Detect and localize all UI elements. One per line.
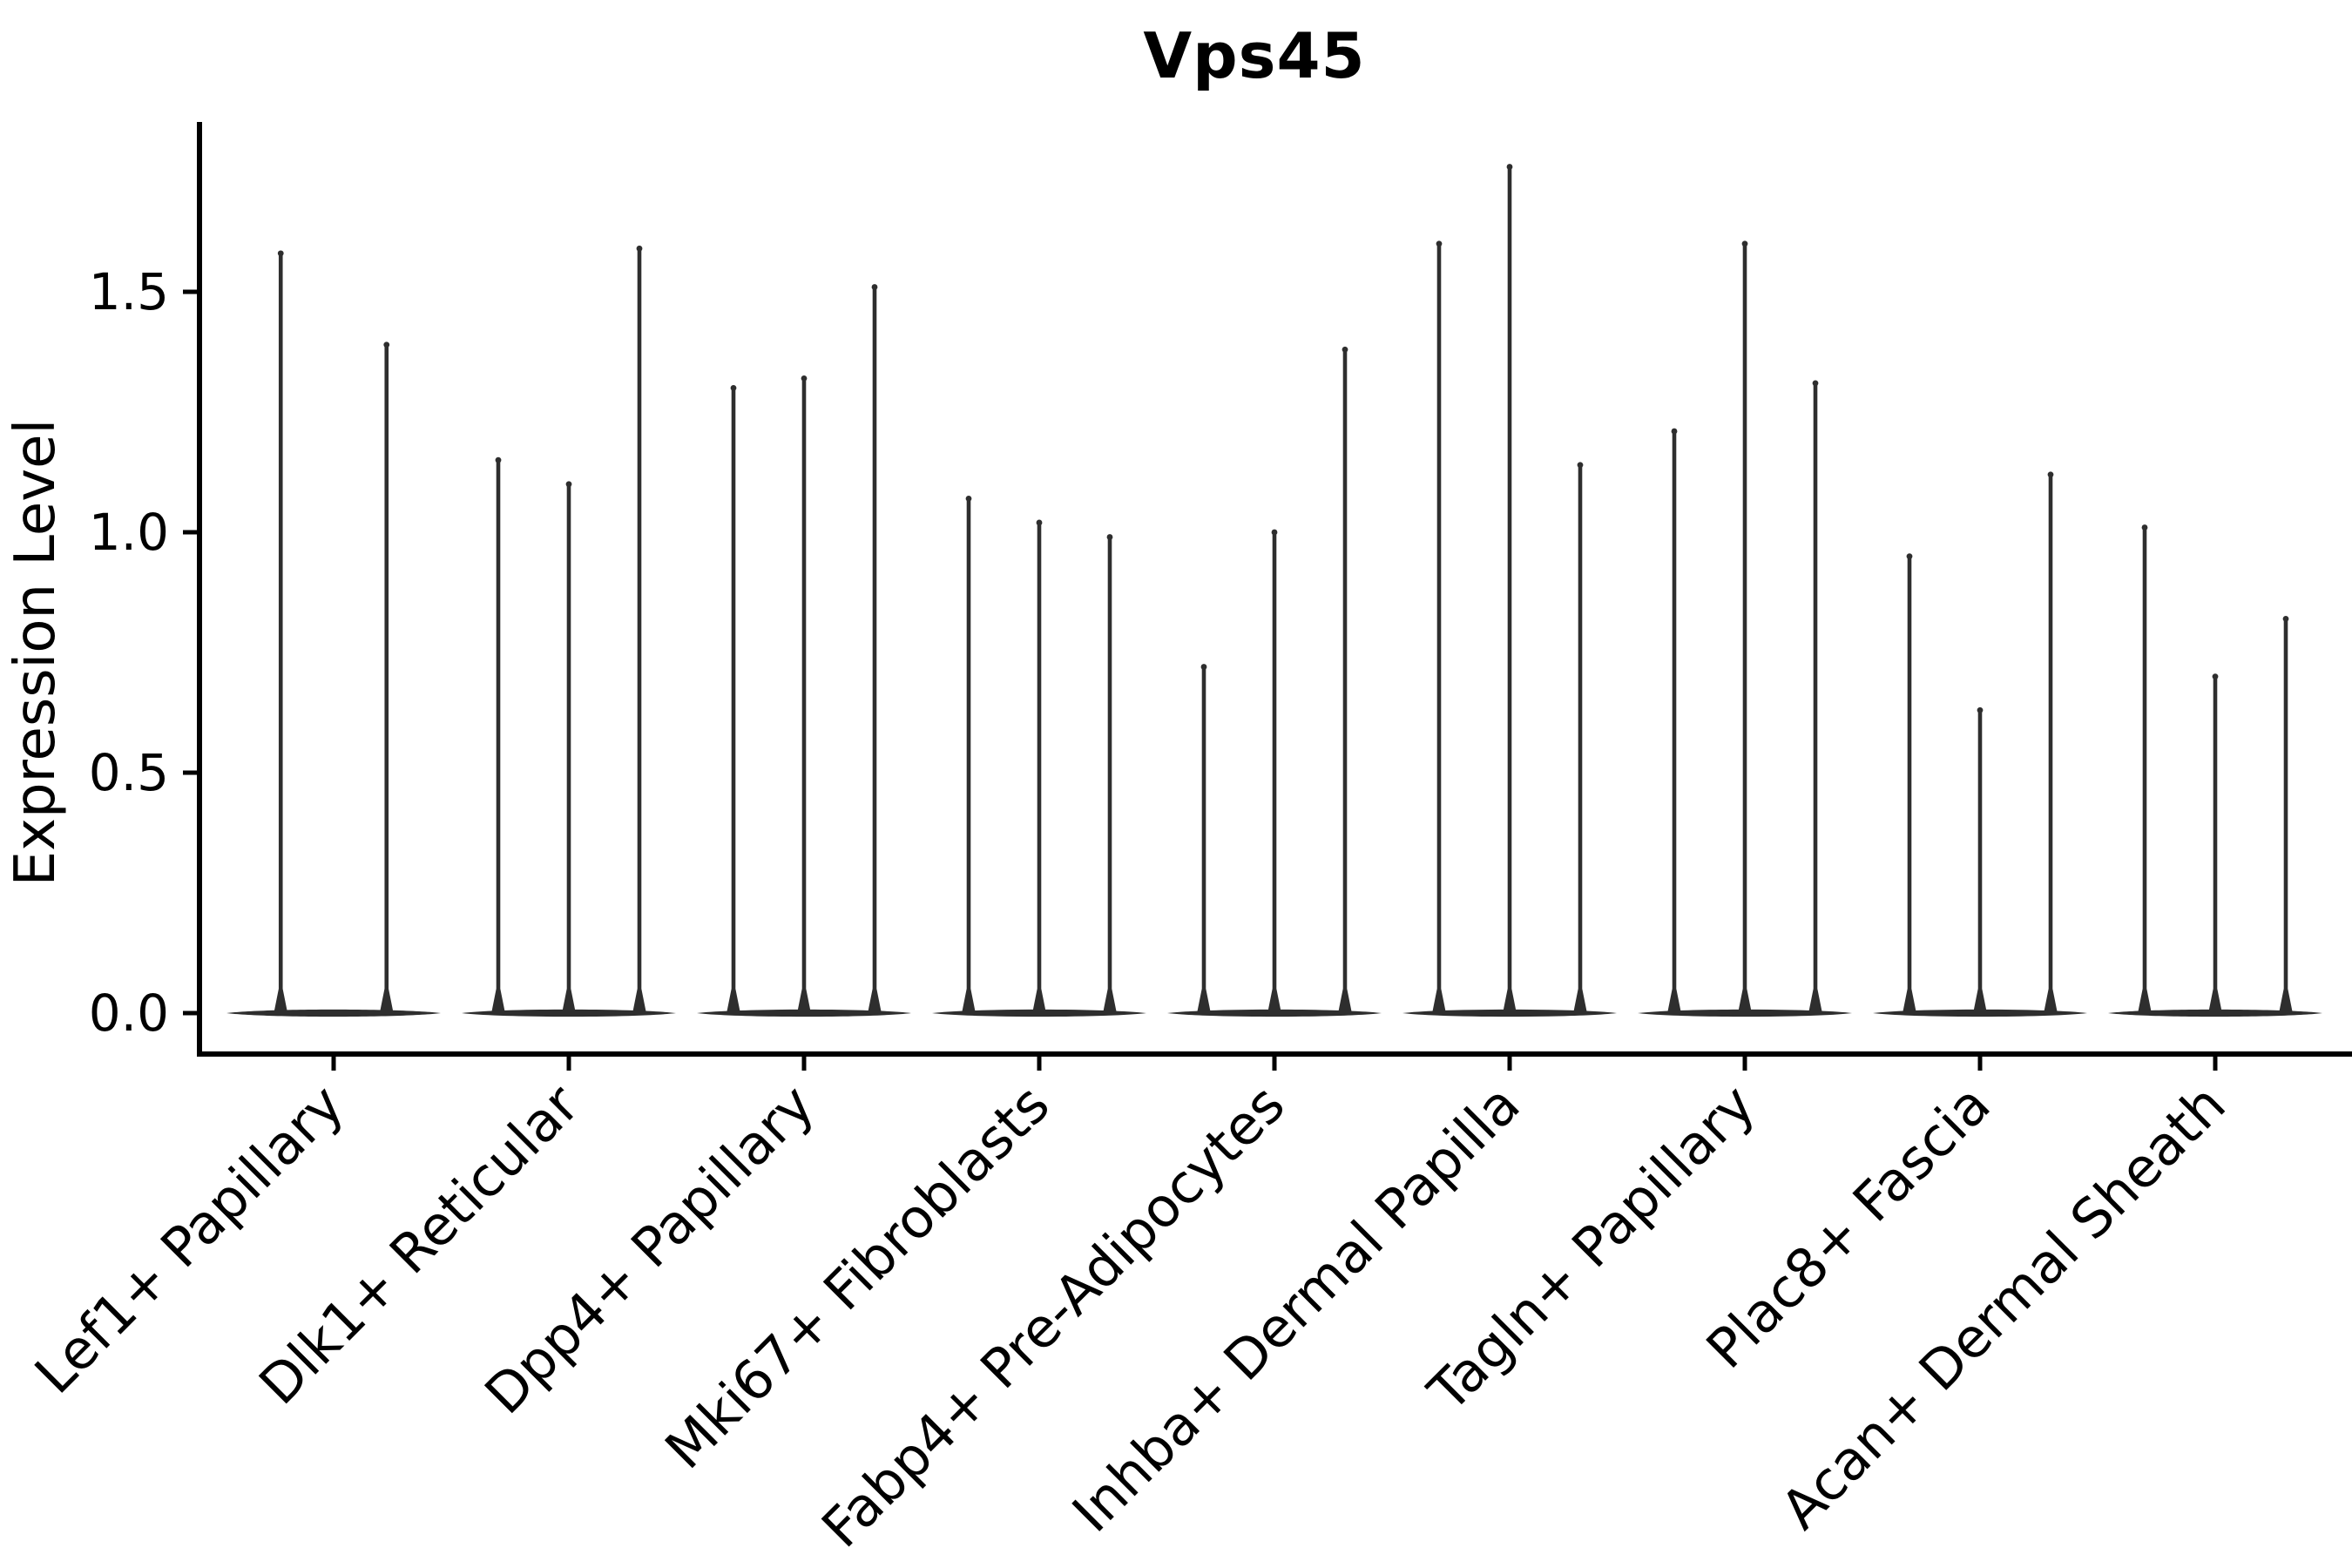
violin-spike bbox=[1432, 243, 1446, 1011]
violin-spike-tip bbox=[1106, 534, 1113, 540]
x-axis-spine bbox=[197, 1051, 2352, 1057]
y-tick-label: 0.0 bbox=[89, 983, 169, 1043]
violin-spike-tip bbox=[965, 495, 972, 502]
x-tick bbox=[2213, 1057, 2218, 1071]
violin-base bbox=[1873, 1009, 2087, 1017]
violin-spike-tip bbox=[1906, 553, 1913, 559]
x-tick bbox=[1037, 1057, 1042, 1071]
violin-spike-tip bbox=[2282, 615, 2289, 622]
y-tick-label: 1.5 bbox=[89, 262, 169, 321]
violin-base bbox=[697, 1009, 911, 1017]
x-tick bbox=[1742, 1057, 1747, 1071]
violin-spike-tip bbox=[1812, 380, 1819, 387]
violin-spike-tip bbox=[2047, 471, 2054, 478]
x-tick bbox=[801, 1057, 807, 1071]
y-axis-label: Expression Level bbox=[3, 419, 68, 887]
violin-spike-tip bbox=[495, 456, 502, 463]
x-tick bbox=[331, 1057, 336, 1071]
violin-spike-tip bbox=[730, 385, 737, 391]
violin-spike-tip bbox=[1506, 164, 1513, 170]
violin-spike-tip bbox=[2212, 673, 2219, 679]
y-axis-spine bbox=[197, 122, 202, 1057]
violin-base bbox=[1402, 1009, 1617, 1017]
x-category-label: Inhba+ Dermal Papilla bbox=[1060, 1072, 1532, 1544]
violin-spike-tip bbox=[636, 245, 643, 252]
violin-spike bbox=[1032, 522, 1046, 1011]
violin-spike-tip bbox=[1342, 346, 1348, 353]
violin-spike bbox=[727, 388, 740, 1011]
violin-spike bbox=[1103, 537, 1117, 1011]
violin-spike bbox=[868, 287, 882, 1012]
plot-title: Vps45 bbox=[1143, 19, 1366, 92]
violin-spike bbox=[1973, 710, 1987, 1011]
y-tick bbox=[183, 530, 197, 535]
violin-spike-tip bbox=[383, 341, 390, 348]
violin-spike-tip bbox=[1577, 462, 1584, 469]
violin-spike-tip bbox=[801, 375, 808, 382]
violin-spike bbox=[562, 483, 576, 1011]
x-category-label: Mki67+ Fibroblasts bbox=[652, 1072, 1061, 1481]
violin-spike-tip bbox=[277, 250, 284, 257]
violin-spike bbox=[1197, 666, 1211, 1011]
violin-spike-tip bbox=[1741, 240, 1748, 247]
violin-spike bbox=[2138, 527, 2152, 1011]
violin-base bbox=[1167, 1009, 1382, 1017]
violin-spike-tip bbox=[1977, 706, 1984, 713]
y-tick bbox=[183, 770, 197, 775]
x-tick bbox=[1272, 1057, 1277, 1071]
x-tick bbox=[1507, 1057, 1512, 1071]
x-category-label: Acan+ Dermal Sheath bbox=[1768, 1072, 2237, 1541]
violin-spike bbox=[1573, 464, 1587, 1011]
violin-spike bbox=[1808, 382, 1822, 1011]
violin-spike bbox=[1267, 532, 1281, 1011]
violin-spike bbox=[1903, 556, 1916, 1011]
violin-spike-tip bbox=[1036, 519, 1043, 526]
violin-base bbox=[462, 1009, 676, 1017]
violin-base bbox=[2108, 1009, 2322, 1017]
x-tick bbox=[566, 1057, 571, 1071]
violin-spike bbox=[2044, 474, 2058, 1011]
violin-spike bbox=[632, 248, 646, 1011]
violin-spike bbox=[1738, 243, 1752, 1011]
violin-spike-tip bbox=[565, 481, 572, 488]
violin-spike-tip bbox=[1671, 428, 1678, 435]
violin-base bbox=[1638, 1009, 1852, 1017]
y-tick-label: 0.5 bbox=[89, 743, 169, 802]
violin-spike bbox=[1667, 431, 1681, 1012]
y-tick bbox=[183, 1010, 197, 1016]
violin-spike-tip bbox=[1200, 664, 1207, 670]
violin-spike-tip bbox=[871, 284, 878, 290]
violin-spike-tip bbox=[1436, 240, 1443, 247]
violin-base bbox=[226, 1009, 441, 1017]
violin-spike bbox=[274, 253, 287, 1012]
violin-spike bbox=[2279, 618, 2293, 1011]
x-category-label: Fabp4+ Pre-Adipocytes bbox=[809, 1072, 1296, 1559]
violin-spike-tip bbox=[2141, 524, 2148, 531]
violin-spike bbox=[1503, 166, 1517, 1012]
violin-spike bbox=[1338, 349, 1352, 1011]
violin-spike bbox=[491, 460, 505, 1011]
violin-spike-tip bbox=[1271, 529, 1278, 536]
violin-spike bbox=[380, 344, 394, 1012]
y-tick bbox=[183, 289, 197, 294]
x-tick bbox=[1977, 1057, 1983, 1071]
violin-spike bbox=[2208, 676, 2222, 1011]
violin-spike bbox=[797, 378, 811, 1011]
y-tick-label: 1.0 bbox=[89, 503, 169, 562]
violin-base bbox=[932, 1009, 1146, 1017]
violin-spike bbox=[962, 498, 976, 1011]
